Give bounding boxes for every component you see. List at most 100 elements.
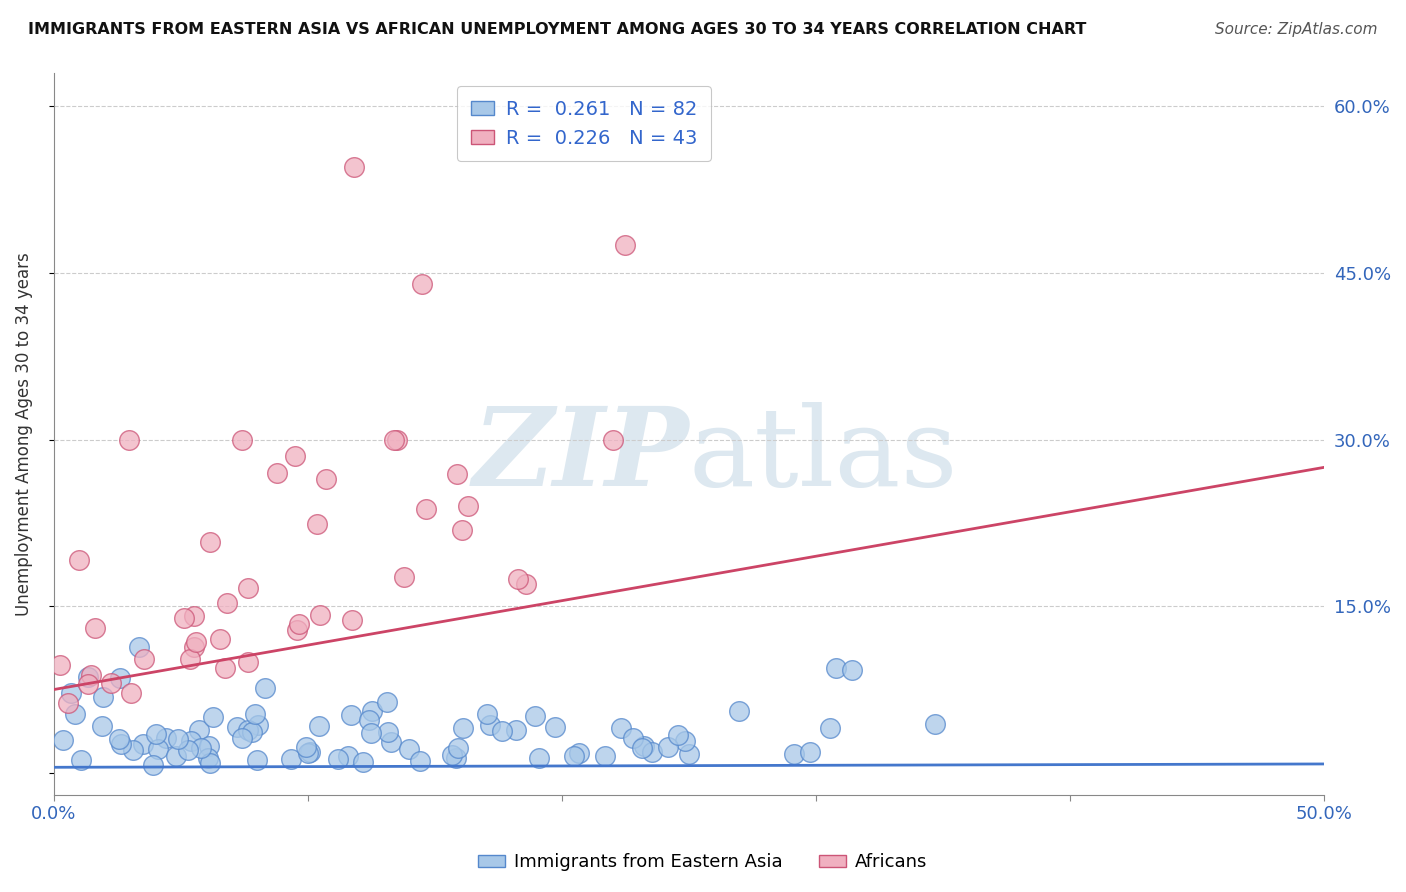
Point bbox=[179, 651, 201, 665]
Point bbox=[180, 734, 202, 748]
Text: Source: ZipAtlas.com: Source: ZipAtlas.com bbox=[1215, 22, 1378, 37]
Point bbox=[84, 621, 107, 635]
Point bbox=[197, 750, 219, 764]
Text: IMMIGRANTS FROM EASTERN ASIA VS AFRICAN UNEMPLOYMENT AMONG AGES 30 TO 34 YEARS C: IMMIGRANTS FROM EASTERN ASIA VS AFRICAN … bbox=[28, 22, 1087, 37]
Point bbox=[614, 238, 637, 252]
Point bbox=[543, 720, 565, 734]
Point bbox=[201, 710, 224, 724]
Point bbox=[602, 433, 624, 447]
Point bbox=[146, 742, 169, 756]
Point bbox=[361, 704, 384, 718]
Point bbox=[122, 743, 145, 757]
Point bbox=[380, 735, 402, 749]
Point bbox=[142, 757, 165, 772]
Point bbox=[187, 723, 209, 738]
Point bbox=[165, 749, 187, 764]
Point bbox=[294, 739, 316, 754]
Point bbox=[155, 731, 177, 745]
Y-axis label: Unemployment Among Ages 30 to 34 years: Unemployment Among Ages 30 to 34 years bbox=[15, 252, 32, 615]
Point bbox=[641, 745, 664, 759]
Point bbox=[238, 581, 260, 595]
Point bbox=[280, 752, 302, 766]
Point bbox=[100, 676, 122, 690]
Point bbox=[76, 677, 98, 691]
Point bbox=[408, 754, 430, 768]
Point bbox=[508, 572, 530, 586]
Point bbox=[266, 466, 288, 480]
Point bbox=[633, 739, 655, 754]
Point bbox=[411, 277, 433, 291]
Point bbox=[385, 433, 408, 447]
Point bbox=[231, 433, 253, 447]
Point bbox=[824, 661, 846, 675]
Point bbox=[444, 751, 467, 765]
Point bbox=[190, 740, 212, 755]
Point bbox=[67, 553, 90, 567]
Point bbox=[128, 640, 150, 655]
Point bbox=[337, 748, 360, 763]
Point bbox=[475, 707, 498, 722]
Point bbox=[242, 725, 264, 739]
Point bbox=[91, 719, 114, 733]
Point bbox=[505, 723, 527, 738]
Point bbox=[924, 717, 946, 731]
Point bbox=[247, 718, 270, 732]
Point bbox=[415, 502, 437, 516]
Legend: Immigrants from Eastern Asia, Africans: Immigrants from Eastern Asia, Africans bbox=[471, 847, 935, 879]
Point bbox=[236, 656, 259, 670]
Point bbox=[79, 667, 101, 681]
Point bbox=[145, 726, 167, 740]
Point bbox=[246, 753, 269, 767]
Point bbox=[678, 747, 700, 761]
Point bbox=[450, 523, 472, 537]
Point bbox=[243, 707, 266, 722]
Point bbox=[209, 632, 232, 646]
Point bbox=[457, 499, 479, 513]
Point bbox=[184, 635, 207, 649]
Point bbox=[315, 472, 337, 486]
Point bbox=[110, 737, 132, 751]
Point bbox=[382, 433, 405, 447]
Point bbox=[562, 748, 585, 763]
Point bbox=[173, 611, 195, 625]
Point bbox=[352, 755, 374, 769]
Point bbox=[593, 749, 616, 764]
Point bbox=[297, 746, 319, 760]
Point bbox=[254, 681, 277, 695]
Point bbox=[49, 658, 72, 673]
Point bbox=[198, 756, 221, 771]
Point bbox=[491, 724, 513, 739]
Point bbox=[446, 741, 468, 756]
Point bbox=[118, 433, 141, 447]
Point bbox=[56, 696, 79, 710]
Point bbox=[308, 719, 330, 733]
Point bbox=[76, 670, 98, 684]
Point bbox=[673, 733, 696, 747]
Point bbox=[441, 747, 464, 762]
Point bbox=[134, 652, 156, 666]
Point bbox=[515, 577, 537, 591]
Point bbox=[527, 751, 550, 765]
Point bbox=[299, 745, 322, 759]
Point bbox=[666, 728, 689, 742]
Point bbox=[215, 596, 238, 610]
Point bbox=[214, 661, 236, 675]
Point bbox=[375, 695, 398, 709]
Point bbox=[108, 671, 131, 685]
Point bbox=[621, 731, 644, 746]
Point bbox=[309, 607, 332, 622]
Point bbox=[328, 752, 350, 766]
Point bbox=[285, 623, 308, 637]
Point bbox=[307, 517, 329, 532]
Point bbox=[783, 747, 806, 762]
Point bbox=[398, 741, 420, 756]
Point bbox=[236, 723, 259, 737]
Point bbox=[340, 613, 363, 627]
Point bbox=[360, 725, 382, 739]
Point bbox=[200, 535, 222, 549]
Point bbox=[451, 722, 474, 736]
Point bbox=[357, 713, 380, 727]
Point bbox=[197, 739, 219, 754]
Point bbox=[52, 732, 75, 747]
Point bbox=[479, 718, 502, 732]
